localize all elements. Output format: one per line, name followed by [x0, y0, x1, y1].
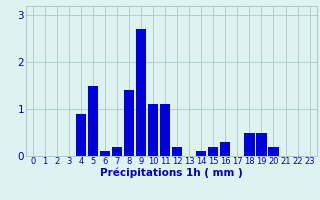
Bar	[160, 104, 170, 156]
Bar	[124, 90, 134, 156]
Bar	[148, 104, 158, 156]
X-axis label: Précipitations 1h ( mm ): Précipitations 1h ( mm )	[100, 168, 243, 178]
Bar	[208, 147, 219, 156]
Bar	[172, 147, 182, 156]
Bar	[100, 151, 110, 156]
Bar	[196, 151, 206, 156]
Bar	[76, 114, 86, 156]
Bar	[88, 86, 98, 156]
Bar	[256, 133, 267, 156]
Bar	[220, 142, 230, 156]
Bar	[268, 147, 279, 156]
Bar	[112, 147, 122, 156]
Bar	[136, 29, 146, 156]
Bar	[244, 133, 254, 156]
